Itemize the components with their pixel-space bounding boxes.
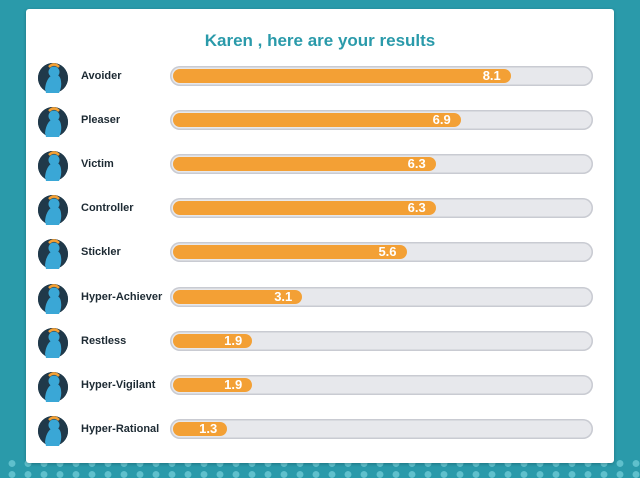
score-value: 6.9 <box>432 112 451 128</box>
result-row-restless: Restless 1.9 <box>26 327 614 358</box>
score-value: 1.3 <box>199 420 218 436</box>
result-label: Avoider <box>81 70 122 82</box>
score-value: 5.6 <box>378 244 397 260</box>
score-value: 1.9 <box>224 376 243 392</box>
score-bar-fill: 6.3 <box>173 156 436 172</box>
score-value: 6.3 <box>407 200 426 216</box>
hyper-achiever-avatar-icon <box>38 283 68 314</box>
score-bar-track: 6.3 <box>170 198 593 219</box>
pleaser-avatar-icon <box>38 107 68 138</box>
result-row-controller: Controller 6.3 <box>26 195 614 226</box>
score-value: 1.9 <box>224 332 243 348</box>
score-bar-track: 6.3 <box>170 154 593 175</box>
figure-icon <box>38 195 68 226</box>
result-row-hyper-vigilant: Hyper-Vigilant 1.9 <box>26 371 614 402</box>
score-value: 3.1 <box>274 288 293 304</box>
score-bar-fill: 1.9 <box>173 376 253 392</box>
figure-icon <box>38 415 68 446</box>
score-bar-fill: 1.3 <box>173 420 228 436</box>
hyper-rational-avatar-icon <box>38 415 68 446</box>
score-value: 6.3 <box>407 156 426 172</box>
figure-icon <box>38 283 68 314</box>
controller-avatar-icon <box>38 195 68 226</box>
result-label: Hyper-Achiever <box>81 290 163 303</box>
score-bar-fill: 8.1 <box>173 68 511 83</box>
avoider-avatar-icon <box>38 63 68 93</box>
result-row-avoider: Avoider 8.1 <box>26 63 614 93</box>
score-bar-track: 3.1 <box>170 286 593 307</box>
result-label: Hyper-Rational <box>81 422 160 435</box>
restless-avatar-icon <box>38 327 68 358</box>
hyper-vigilant-avatar-icon <box>38 371 68 402</box>
result-label: Stickler <box>81 246 121 259</box>
figure-icon <box>38 63 68 93</box>
score-bar-track: 1.9 <box>170 330 593 351</box>
figure-icon <box>38 107 68 138</box>
result-row-victim: Victim 6.3 <box>26 151 614 182</box>
figure-icon <box>38 371 68 402</box>
score-bar-track: 1.3 <box>170 418 593 439</box>
page-title: Karen , here are your results <box>204 31 436 50</box>
score-value: 8.1 <box>482 68 501 83</box>
result-row-stickler: Stickler 5.6 <box>26 239 614 270</box>
result-label: Controller <box>81 202 134 215</box>
results-card: Karen , here are your results Avoider 8.… <box>26 9 614 463</box>
score-bar-fill: 5.6 <box>173 244 407 260</box>
result-label: Pleaser <box>81 114 121 127</box>
score-bar-fill: 3.1 <box>173 288 303 304</box>
figure-icon <box>38 327 68 358</box>
score-bar-fill: 1.9 <box>173 332 253 348</box>
victim-avatar-icon <box>38 151 68 182</box>
score-bar-track: 8.1 <box>170 66 593 86</box>
result-row-hyper-rational: Hyper-Rational 1.3 <box>26 415 614 446</box>
score-bar-fill: 6.3 <box>173 200 436 216</box>
result-label: Hyper-Vigilant <box>81 378 156 391</box>
result-label: Restless <box>81 334 127 347</box>
stickler-avatar-icon <box>38 239 68 270</box>
figure-icon <box>38 239 68 270</box>
result-row-hyper-achiever: Hyper-Achiever 3.1 <box>26 283 614 314</box>
score-bar-track: 6.9 <box>170 110 593 131</box>
result-row-pleaser: Pleaser 6.9 <box>26 107 614 138</box>
score-bar-track: 5.6 <box>170 242 593 263</box>
score-bar-fill: 6.9 <box>173 112 461 128</box>
result-label: Victim <box>81 158 114 171</box>
figure-icon <box>38 151 68 182</box>
score-bar-track: 1.9 <box>170 374 593 395</box>
